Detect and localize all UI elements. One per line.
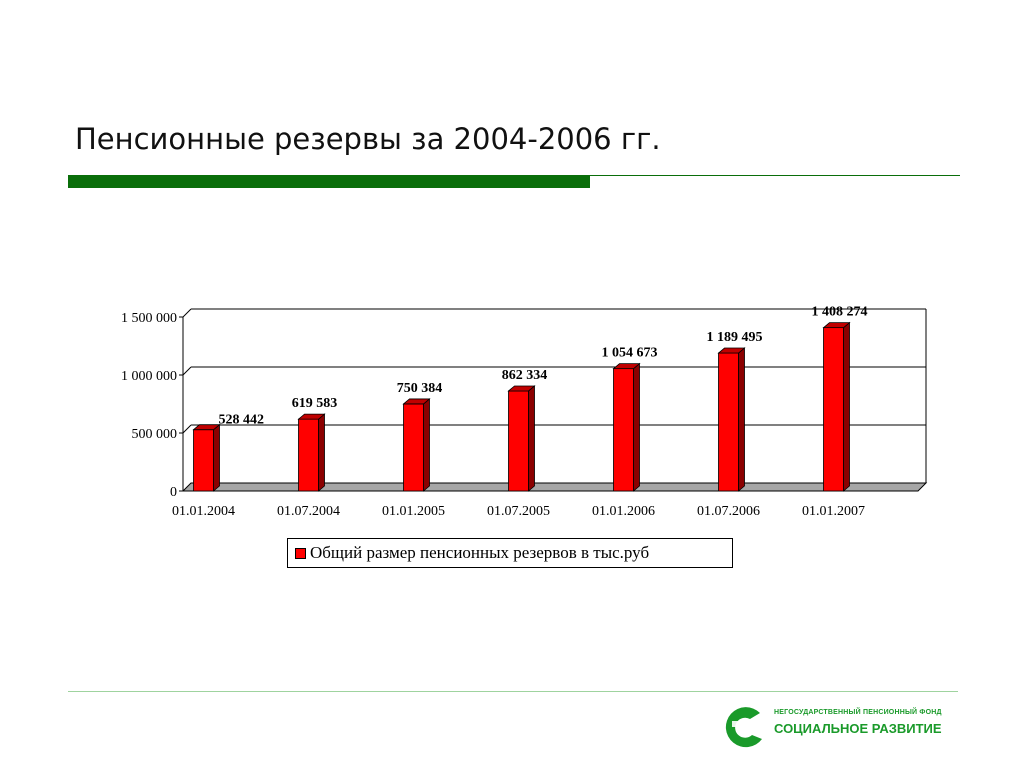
bar-top (822, 322, 851, 329)
data-label: 619 583 (292, 396, 338, 411)
logo-subtitle: НЕГОСУДАРСТВЕННЫЙ ПЕНСИОННЫЙ ФОНД (774, 709, 942, 716)
bar-top (192, 424, 221, 431)
x-tick-label: 01.01.2005 (382, 504, 445, 519)
bar-top (717, 347, 746, 354)
pension-reserves-chart: 0 500 000 1 000 000 1 500 000 01.01.2004 528 … (121, 305, 928, 519)
logo-emblem-icon (725, 707, 762, 748)
data-label: 528 442 (219, 413, 265, 428)
x-tick-label: 01.01.2006 (592, 504, 655, 519)
footer-divider (68, 691, 958, 692)
title-underline-line (590, 175, 960, 176)
x-tick-label: 01.07.2006 (697, 504, 760, 519)
data-label: 1 054 673 (602, 346, 658, 361)
bar-side (318, 413, 325, 492)
x-tick-label: 01.01.2007 (802, 504, 865, 519)
data-label: 862 334 (502, 368, 548, 383)
data-label: 1 189 495 (707, 330, 763, 345)
data-label: 1 408 274 (812, 305, 868, 320)
bar (403, 403, 424, 492)
bar (823, 327, 844, 492)
bar (298, 418, 319, 492)
bar-side (738, 347, 745, 492)
x-tick-label: 01.07.2005 (487, 504, 550, 519)
bar (718, 352, 739, 492)
slide-title: Пенсионные резервы за 2004-2006 гг. (75, 122, 661, 156)
logo-name: СОЦИАЛЬНОЕ РАЗВИТИЕ (774, 721, 942, 736)
x-tick-label: 01.07.2004 (277, 504, 340, 519)
bar-top (297, 413, 326, 420)
y-tick-label: 500 000 (132, 427, 178, 442)
legend-label: Общий размер пенсионных резервов в тыс.р… (310, 543, 650, 562)
x-tick-label: 01.01.2004 (172, 504, 235, 519)
data-label: 750 384 (397, 381, 443, 396)
bar (508, 390, 529, 492)
bar-side (213, 423, 220, 492)
bar-side (528, 385, 535, 492)
bar-side (423, 398, 430, 492)
gridline-depth (182, 424, 192, 434)
bar-side (633, 362, 640, 492)
bar (613, 368, 634, 492)
chart-floor (181, 482, 928, 492)
bar-top (402, 398, 431, 405)
title-underline-bar (68, 175, 590, 188)
y-tick-label: 1 500 000 (121, 311, 177, 326)
company-logo: НЕГОСУДАРСТВЕННЫЙ ПЕНСИОННЫЙ ФОНД СОЦИАЛ… (716, 705, 956, 755)
y-tick-label: 1 000 000 (121, 369, 177, 384)
bar-top (612, 363, 641, 370)
chart-legend: Общий размер пенсионных резервов в тыс.р… (287, 538, 733, 568)
gridline-depth (182, 366, 192, 376)
y-tick-label: 0 (170, 485, 177, 500)
gridline-depth (182, 308, 192, 318)
legend-swatch (295, 548, 306, 559)
bar-top (507, 385, 536, 392)
bar (193, 429, 214, 492)
bar-side (843, 321, 850, 492)
